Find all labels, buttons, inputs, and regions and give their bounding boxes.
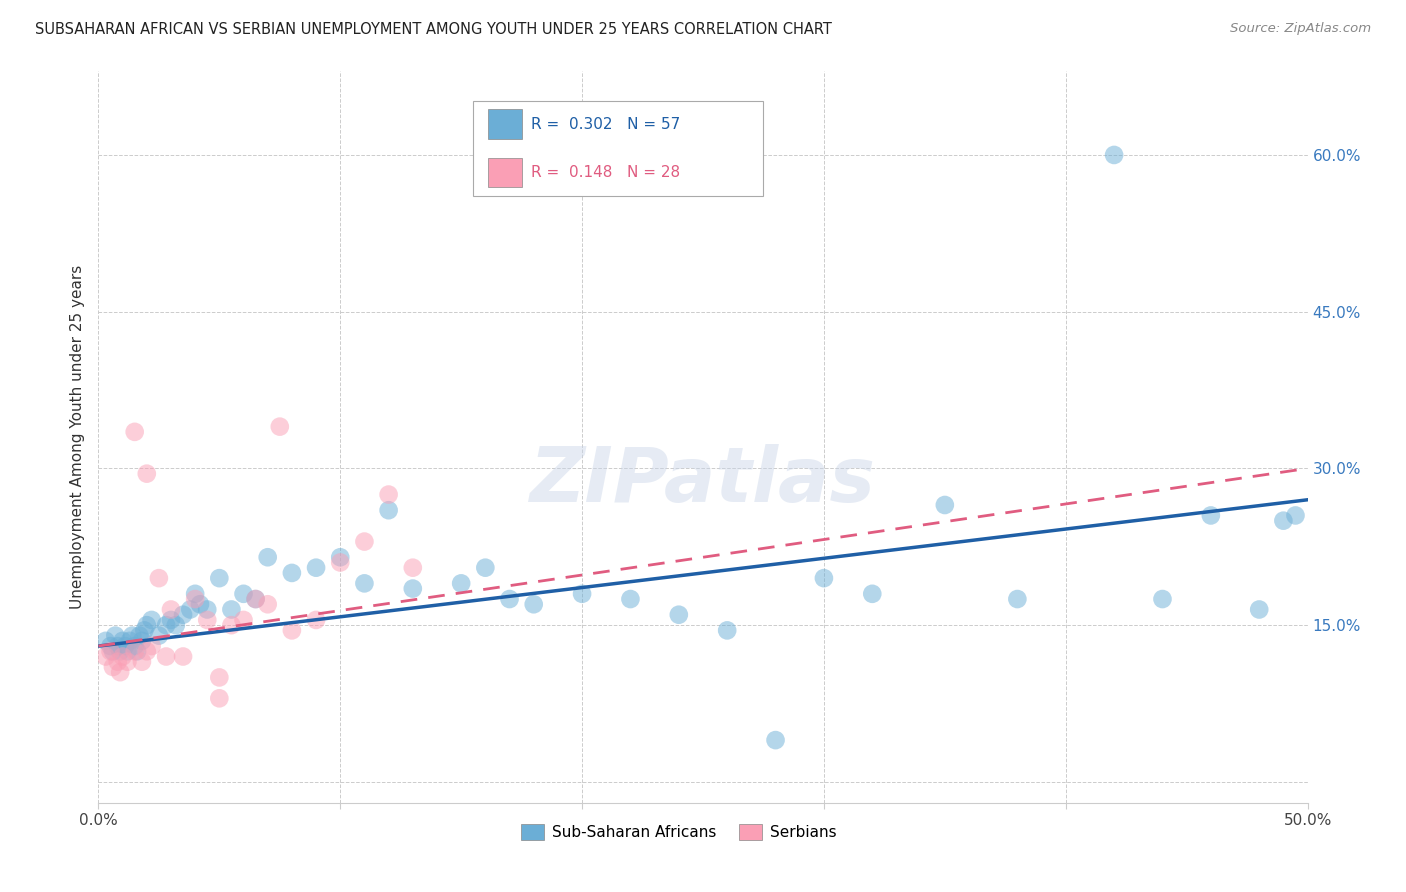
Point [135, 467, 157, 481]
Point [117, 644, 139, 658]
Point [860, 587, 883, 601]
Legend: Sub-Saharan Africans, Serbians: Sub-Saharan Africans, Serbians [515, 818, 842, 847]
Point [128, 629, 150, 643]
Point [195, 602, 218, 616]
Point [107, 655, 129, 669]
Point [716, 624, 738, 638]
Point [100, 644, 122, 658]
Point [474, 560, 496, 574]
Point [208, 691, 231, 706]
Text: R =  0.302   N = 57: R = 0.302 N = 57 [531, 117, 681, 131]
FancyBboxPatch shape [488, 110, 522, 138]
Point [172, 607, 194, 622]
Point [124, 644, 146, 658]
FancyBboxPatch shape [488, 158, 522, 187]
Point [1199, 508, 1222, 523]
Point [813, 571, 835, 585]
Point [619, 592, 641, 607]
Point [1007, 592, 1029, 607]
Point [94, 633, 117, 648]
Point [165, 618, 187, 632]
Point [104, 629, 127, 643]
Point [155, 649, 177, 664]
Point [108, 665, 131, 680]
Point [221, 618, 243, 632]
Text: R =  0.148   N = 28: R = 0.148 N = 28 [531, 165, 681, 180]
Point [184, 587, 207, 601]
Point [118, 633, 141, 648]
FancyBboxPatch shape [474, 101, 763, 195]
Point [111, 649, 134, 664]
Point [127, 644, 149, 658]
Point [1152, 592, 1174, 607]
Point [281, 624, 304, 638]
Y-axis label: Unemployment Among Youth under 25 years: Unemployment Among Youth under 25 years [70, 265, 86, 609]
Point [131, 655, 153, 669]
Point [1102, 148, 1125, 162]
Point [141, 639, 163, 653]
Point [108, 644, 131, 658]
Point [124, 639, 146, 653]
Point [179, 602, 201, 616]
Point [195, 613, 218, 627]
Point [329, 550, 352, 565]
Point [329, 556, 352, 570]
Point [256, 550, 278, 565]
Point [208, 670, 231, 684]
Point [117, 655, 139, 669]
Text: SUBSAHARAN AFRICAN VS SERBIAN UNEMPLOYMENT AMONG YOUTH UNDER 25 YEARS CORRELATIO: SUBSAHARAN AFRICAN VS SERBIAN UNEMPLOYME… [35, 22, 832, 37]
Point [256, 597, 278, 611]
Point [450, 576, 472, 591]
Point [131, 633, 153, 648]
Point [100, 639, 122, 653]
Text: Source: ZipAtlas.com: Source: ZipAtlas.com [1230, 22, 1371, 36]
Point [172, 649, 194, 664]
Point [571, 587, 593, 601]
Point [148, 629, 170, 643]
Point [1284, 508, 1306, 523]
Point [160, 602, 183, 616]
Point [121, 629, 143, 643]
Point [114, 639, 136, 653]
Point [402, 560, 425, 574]
Point [523, 597, 546, 611]
Point [101, 660, 124, 674]
Point [1272, 514, 1295, 528]
Point [305, 560, 328, 574]
Point [134, 624, 156, 638]
Point [208, 571, 231, 585]
Point [155, 618, 177, 632]
Point [94, 649, 117, 664]
Point [353, 534, 375, 549]
Point [269, 419, 291, 434]
Point [934, 498, 956, 512]
Point [148, 571, 170, 585]
Text: ZIPatlas: ZIPatlas [530, 444, 876, 518]
Point [184, 592, 207, 607]
Point [305, 613, 328, 627]
Point [160, 613, 183, 627]
Point [101, 644, 124, 658]
Point [281, 566, 304, 580]
Point [188, 597, 211, 611]
Point [245, 592, 267, 607]
Point [245, 592, 267, 607]
Point [111, 633, 134, 648]
Point [124, 425, 146, 439]
Point [765, 733, 787, 747]
Point [221, 602, 243, 616]
Point [135, 644, 157, 658]
Point [135, 618, 157, 632]
Point [402, 582, 425, 596]
Point [232, 613, 254, 627]
Point [232, 587, 254, 601]
Point [353, 576, 375, 591]
Point [107, 639, 129, 653]
Point [377, 487, 399, 501]
Point [668, 607, 690, 622]
Point [377, 503, 399, 517]
Point [1249, 602, 1271, 616]
Point [141, 613, 163, 627]
Point [498, 592, 520, 607]
